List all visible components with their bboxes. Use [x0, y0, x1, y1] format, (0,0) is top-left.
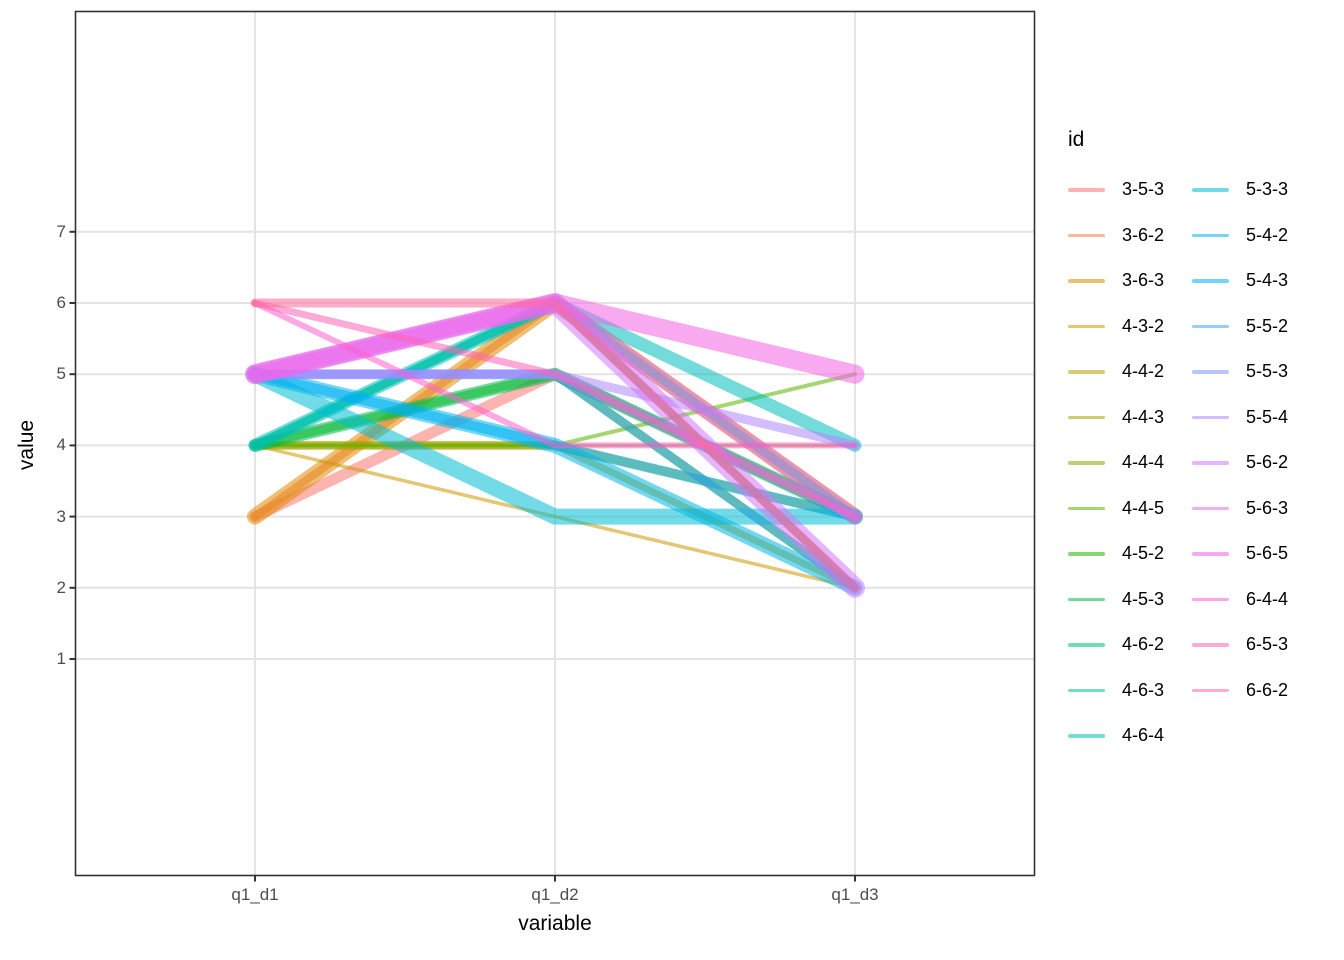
legend-key-line-5-4-3 [1192, 279, 1230, 283]
legend-label-5-6-5: 5-6-5 [1246, 543, 1289, 564]
legend-label-4-5-2: 4-5-2 [1122, 543, 1165, 564]
legend-label-4-6-2: 4-6-2 [1122, 634, 1165, 655]
legend-key-line-4-6-3 [1068, 688, 1105, 692]
legend-key-line-4-4-5 [1068, 506, 1105, 510]
legend-item-5-5-4: 5-5-4 [1192, 395, 1288, 441]
legend-key-line-4-4-2 [1068, 370, 1105, 374]
legend-item-6-5-3: 6-5-3 [1192, 622, 1288, 668]
legend-key-line-5-4-2 [1192, 233, 1230, 237]
legend-label-6-5-3: 6-5-3 [1246, 634, 1289, 655]
x-tick-label-q1_d3: q1_d3 [831, 885, 879, 904]
legend-label-6-6-2: 6-6-2 [1246, 679, 1289, 700]
legend-item-4-5-2: 4-5-2 [1068, 531, 1164, 577]
legend-label-3-6-3: 3-6-3 [1122, 270, 1165, 291]
legend-item-3-6-3: 3-6-3 [1068, 258, 1164, 304]
legend-key-line-6-5-3 [1192, 643, 1230, 647]
x-tick-label-q1_d2: q1_d2 [531, 885, 579, 904]
legend-key-line-5-6-2 [1192, 461, 1230, 465]
legend-item-5-3-3: 5-3-3 [1192, 167, 1288, 213]
legend-key-line-4-5-3 [1068, 597, 1105, 601]
legend-label-4-3-2: 4-3-2 [1122, 315, 1165, 336]
legend-key-line-4-6-2 [1068, 643, 1105, 647]
legend-key-line-3-6-2 [1068, 233, 1105, 237]
series-line-6-4-4 [252, 300, 858, 449]
legend-item-3-5-3: 3-5-3 [1068, 167, 1164, 213]
legend-item-5-4-3: 5-4-3 [1192, 258, 1288, 304]
legend-label-4-6-3: 4-6-3 [1122, 679, 1165, 700]
x-axis-title: variable [518, 912, 592, 935]
legend-key-line-5-6-3 [1192, 506, 1230, 510]
y-tick-label-2: 2 [56, 577, 66, 597]
y-tick-label-7: 7 [56, 221, 66, 241]
legend-title: id [1068, 128, 1085, 151]
legend-item-4-4-3: 4-4-3 [1068, 395, 1164, 441]
legend-item-4-4-2: 4-4-2 [1068, 349, 1164, 395]
legend-label-3-5-3: 3-5-3 [1122, 179, 1165, 200]
legend-label-5-6-3: 5-6-3 [1246, 497, 1289, 518]
legend-item-5-4-2: 5-4-2 [1192, 213, 1288, 259]
legend-label-3-6-2: 3-6-2 [1122, 224, 1165, 245]
legend-item-5-5-2: 5-5-2 [1192, 304, 1288, 350]
legend: id 3-5-3 3-6-2 3-6-3 4-3-2 4-4-2 4-4-3 4-4-4 4-… [1068, 127, 1288, 759]
legend-label-4-4-3: 4-4-3 [1122, 406, 1165, 427]
legend-key-line-5-5-3 [1192, 370, 1230, 374]
legend-item-4-3-2: 4-3-2 [1068, 304, 1164, 350]
legend-key-line-3-5-3 [1068, 188, 1105, 192]
legend-label-6-4-4: 6-4-4 [1246, 588, 1289, 609]
legend-label-4-4-2: 4-4-2 [1122, 361, 1165, 382]
legend-item-4-6-2: 4-6-2 [1068, 622, 1164, 668]
legend-key-line-4-4-3 [1068, 415, 1105, 419]
y-tick-label-4: 4 [56, 435, 66, 455]
legend-key-line-4-3-2 [1068, 324, 1105, 328]
legend-column-2: 5-3-3 5-4-2 5-4-3 5-5-2 5-5-3 5-5-4 5-6-2 5-6-3… [1192, 167, 1288, 759]
y-tick-label-1: 1 [56, 649, 66, 668]
legend-key-line-6-4-4 [1192, 597, 1230, 601]
legend-label-4-4-5: 4-4-5 [1122, 497, 1165, 518]
legend-key-line-5-5-2 [1192, 324, 1230, 328]
legend-column-1: 3-5-3 3-6-2 3-6-3 4-3-2 4-4-2 4-4-3 4-4-4 4-4-5… [1068, 167, 1164, 759]
legend-item-5-6-2: 5-6-2 [1192, 440, 1288, 486]
legend-item-5-5-3: 5-5-3 [1192, 349, 1288, 395]
series-line-6-5-3 [251, 299, 859, 521]
legend-label-4-5-3: 4-5-3 [1122, 588, 1165, 609]
legend-item-5-6-3: 5-6-3 [1192, 486, 1288, 532]
legend-item-4-5-3: 4-5-3 [1068, 577, 1164, 623]
legend-item-4-4-4: 4-4-4 [1068, 440, 1164, 486]
legend-key-line-4-5-2 [1068, 552, 1105, 556]
legend-label-5-5-2: 5-5-2 [1246, 315, 1289, 336]
legend-key-line-5-3-3 [1192, 188, 1230, 192]
legend-key-line-4-4-4 [1068, 461, 1105, 465]
legend-label-5-4-3: 5-4-3 [1246, 270, 1289, 291]
y-tick-label-3: 3 [56, 506, 66, 526]
legend-item-6-4-4: 6-4-4 [1192, 577, 1288, 623]
legend-key-line-6-6-2 [1192, 688, 1230, 692]
legend-label-5-4-2: 5-4-2 [1246, 224, 1289, 245]
y-tick-label-6: 6 [56, 293, 66, 312]
legend-item-4-4-5: 4-4-5 [1068, 486, 1164, 532]
x-tick-label-q1_d1: q1_d1 [231, 885, 279, 904]
legend-item-4-6-4: 4-6-4 [1068, 713, 1164, 759]
legend-label-5-3-3: 5-3-3 [1246, 179, 1289, 200]
legend-item-5-6-5: 5-6-5 [1192, 531, 1288, 577]
legend-key-line-5-6-5 [1192, 552, 1230, 556]
series-line-6-6-2 [250, 298, 860, 593]
legend-label-5-5-4: 5-5-4 [1246, 406, 1289, 427]
y-axis-title: value [15, 419, 38, 471]
legend-item-3-6-2: 3-6-2 [1068, 213, 1164, 259]
legend-item-6-6-2: 6-6-2 [1192, 668, 1288, 714]
legend-key-line-4-6-4 [1068, 734, 1105, 738]
legend-columns: 3-5-3 3-6-2 3-6-3 4-3-2 4-4-2 4-4-3 4-4-4 4-4-5… [1068, 167, 1288, 759]
legend-label-4-4-4: 4-4-4 [1122, 452, 1165, 473]
legend-label-5-6-2: 5-6-2 [1246, 452, 1289, 473]
y-tick-label-5: 5 [56, 364, 66, 384]
legend-label-4-6-4: 4-6-4 [1122, 725, 1165, 746]
legend-key-line-5-5-4 [1192, 415, 1230, 419]
legend-item-4-6-3: 4-6-3 [1068, 668, 1164, 714]
legend-key-line-3-6-3 [1068, 279, 1105, 283]
legend-label-5-5-3: 5-5-3 [1246, 361, 1289, 382]
